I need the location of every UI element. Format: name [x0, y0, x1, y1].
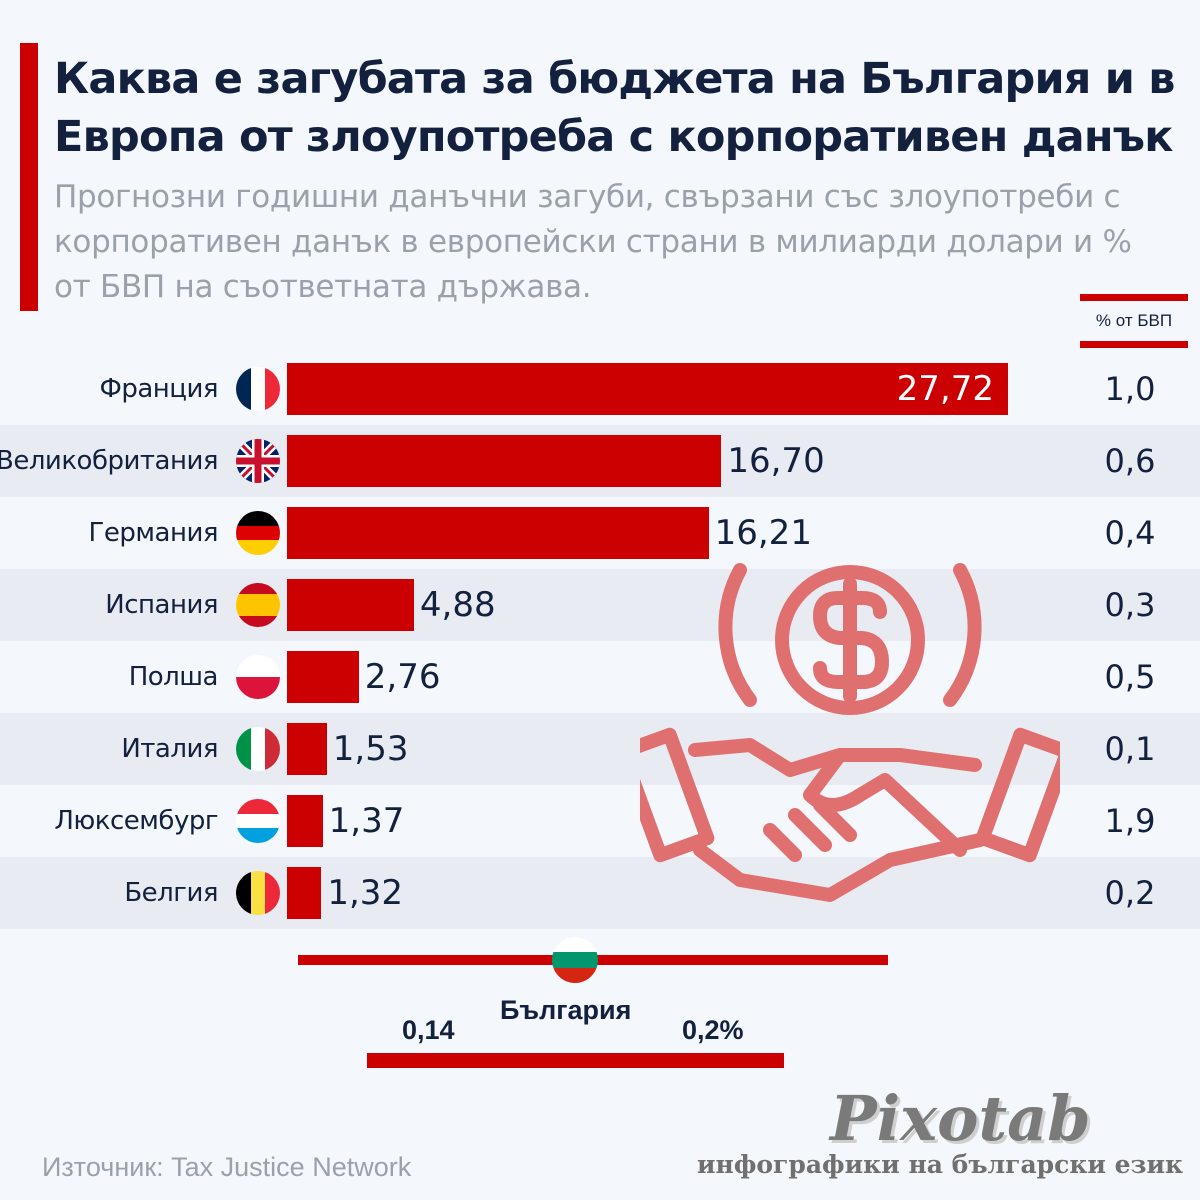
page-title: Каква е загубата за бюджета на България … — [54, 54, 1175, 162]
italy-flag-icon — [236, 727, 280, 771]
bar — [287, 363, 1008, 415]
country-label: Полша — [128, 662, 219, 692]
bulgaria-pct: 0,2% — [682, 1015, 744, 1045]
bar — [287, 723, 327, 775]
bar-row: Великобритания 16,70 0,6 — [0, 425, 1200, 497]
page-subtitle: Прогнозни годишни данъчни загуби, свърза… — [54, 179, 1132, 305]
luxembourg-flag-icon — [236, 799, 280, 843]
bar — [287, 795, 323, 847]
spain-flag-icon — [236, 583, 280, 627]
pct-gdp-label: 0,4 — [1104, 514, 1156, 552]
bar — [287, 867, 322, 919]
brand-tagline: инфографики на български език — [697, 1150, 1184, 1179]
bar-row: Франция 27,72 1,0 — [0, 353, 1200, 425]
bar — [287, 579, 414, 631]
value-label: 27,72 — [896, 369, 994, 409]
country-label: Германия — [88, 518, 219, 548]
country-label: Белгия — [124, 878, 218, 908]
pct-gdp-label: 0,6 — [1104, 442, 1156, 480]
belgium-flag-icon — [236, 871, 280, 915]
country-label: Франция — [99, 374, 218, 404]
poland-flag-icon — [236, 655, 280, 699]
country-label: Италия — [121, 734, 218, 764]
france-flag-icon — [236, 367, 280, 411]
handshake-money-icon — [640, 563, 1060, 902]
title-accent-bar — [20, 43, 38, 311]
pct-gdp-label: 0,1 — [1104, 730, 1156, 768]
bulgaria-label: България — [500, 995, 632, 1025]
value-label: 16,70 — [727, 441, 825, 481]
value-label: 1,37 — [328, 801, 405, 841]
bar-row: Испания 4,88 0,3 — [0, 569, 1200, 641]
bar-row: Белгия 1,32 0,2 — [0, 857, 1200, 929]
bulgaria-flag-icon — [552, 937, 598, 983]
brand-logo: Pixotab — [830, 1082, 1091, 1155]
country-label: Люксембург — [54, 806, 218, 836]
pct-gdp-label: 0,5 — [1104, 658, 1156, 696]
pct-gdp-header: % от БВП — [1080, 294, 1188, 348]
bar — [287, 435, 722, 487]
uk-flag-icon — [236, 439, 280, 483]
germany-flag-icon — [236, 511, 280, 555]
bulgaria-value: 0,14 — [402, 1015, 455, 1045]
bar — [287, 651, 359, 703]
value-label: 2,76 — [364, 657, 441, 697]
pct-gdp-label: 0,2 — [1104, 874, 1156, 912]
bar — [287, 507, 709, 559]
bar-row: Германия 16,21 0,4 — [0, 497, 1200, 569]
bar-row: Люксембург 1,37 1,9 — [0, 785, 1200, 857]
pct-gdp-label: 0,3 — [1104, 586, 1156, 624]
country-label: Испания — [105, 590, 218, 620]
pct-gdp-label: 1,9 — [1104, 802, 1156, 840]
country-label: Великобритания — [0, 446, 219, 476]
bar-row: Полша 2,76 0,5 — [0, 641, 1200, 713]
value-label: 1,32 — [327, 873, 404, 913]
pct-gdp-label: 1,0 — [1104, 370, 1156, 408]
value-label: 1,53 — [332, 729, 409, 769]
bulgaria-divider-bottom — [367, 1053, 784, 1068]
value-label: 16,21 — [714, 513, 812, 553]
source-note: Източник: Tax Justice Network — [42, 1152, 412, 1182]
value-label: 4,88 — [419, 585, 496, 625]
